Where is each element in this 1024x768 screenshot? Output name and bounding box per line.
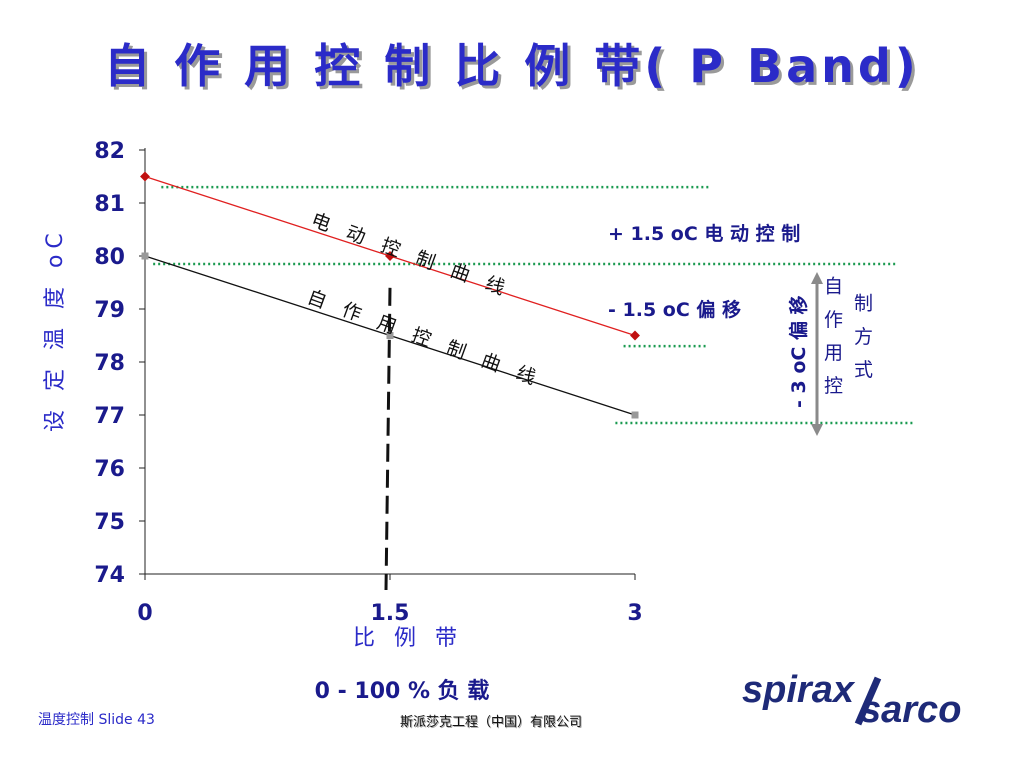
axes: [139, 148, 636, 591]
series-1-point-0: [141, 252, 149, 260]
spirax-sarco-logo: spirax sarco: [742, 669, 961, 728]
series-0-point-2: [630, 330, 640, 341]
slide-title: 自 作 用 控 制 比 例 带( P Band): [104, 39, 920, 93]
logo-text-sarco: sarco: [860, 689, 961, 728]
x-tick-label-2: 3: [627, 601, 642, 626]
y-tick-label-2: 76: [94, 457, 125, 482]
annotation-minus: - 1.5 oC 偏 移: [608, 298, 741, 321]
series-1-point-1: [386, 332, 394, 339]
curve-label-electric: 电 动 控 制 曲 线: [308, 209, 513, 302]
y-tick-label-5: 79: [94, 298, 125, 323]
series-0-point-0: [140, 171, 150, 182]
annotation-plus: + 1.5 oC 电 动 控 制: [608, 222, 800, 245]
y-tick-label-0: 74: [94, 563, 125, 588]
tick-labels: 74 75 76 77 78 79 80 81 82 0 1.5 3: [94, 139, 642, 626]
x-tick-label-0: 0: [137, 601, 152, 626]
series-1-point-2: [631, 411, 639, 419]
y-tick-label-4: 78: [94, 351, 125, 376]
series-0-point-1: [385, 251, 395, 261]
series: [140, 171, 640, 419]
logo-text-spirax: spirax: [742, 669, 856, 711]
footer-company: 斯派莎克工程（中国）有限公司: [400, 715, 583, 730]
y-tick-label-1: 75: [94, 510, 125, 535]
y-axis-label: 设 定 温 度 oC: [43, 227, 68, 432]
reference-lines: [153, 185, 913, 425]
annotation-shift-vertical: - 3 oC 偏 移: [787, 295, 810, 408]
x-axis-label: 比 例 带: [353, 626, 463, 651]
shift-arrow: [811, 272, 823, 436]
annotation-mode-col2: 制 方 式: [851, 293, 873, 382]
annotation-mode-col1: 自 作 用 控: [821, 276, 843, 398]
y-tick-label-8: 82: [94, 139, 125, 164]
x-tick-label-1: 1.5: [371, 601, 410, 626]
logo-slash: [854, 676, 882, 726]
x-axis-label-load: 0 - 100 % 负 载: [315, 678, 490, 704]
y-tick-label-3: 77: [94, 404, 125, 429]
curve-label-self-acting: 自 作 用 控 制 曲 线: [304, 286, 544, 391]
y-tick-label-6: 80: [94, 245, 125, 270]
y-tick-label-7: 81: [94, 192, 125, 217]
vertical-marker-line: [384, 287, 392, 591]
footer-slide-number: 温度控制 Slide 43: [38, 712, 155, 728]
